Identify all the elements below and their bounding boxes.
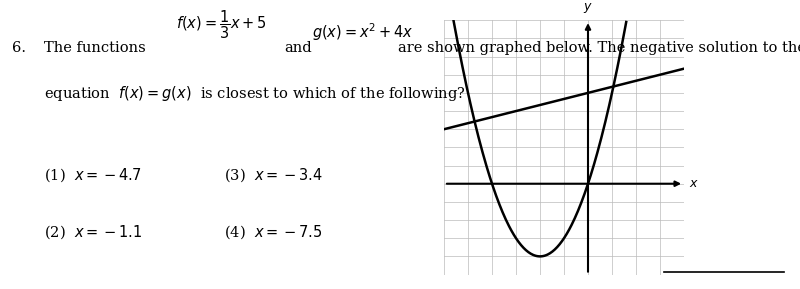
Text: (3)  $x=-3.4$: (3) $x=-3.4$ xyxy=(224,166,323,184)
Text: 6.: 6. xyxy=(12,41,26,55)
Text: $g(x)=x^{2}+4x$: $g(x)=x^{2}+4x$ xyxy=(312,21,414,42)
Text: (4)  $x=-7.5$: (4) $x=-7.5$ xyxy=(224,224,322,241)
Text: are shown graphed below. The negative solution to the: are shown graphed below. The negative so… xyxy=(398,41,800,55)
Text: and: and xyxy=(284,41,312,55)
Text: $y$: $y$ xyxy=(583,1,593,15)
Text: $x$: $x$ xyxy=(689,177,698,190)
Text: $f(x)=\dfrac{1}{3}x+5$: $f(x)=\dfrac{1}{3}x+5$ xyxy=(176,8,267,41)
Text: equation  $f(x)=g(x)$  is closest to which of the following?: equation $f(x)=g(x)$ is closest to which… xyxy=(44,84,466,103)
Text: The functions: The functions xyxy=(44,41,146,55)
Text: (1)  $x=-4.7$: (1) $x=-4.7$ xyxy=(44,166,142,184)
Text: (2)  $x=-1.1$: (2) $x=-1.1$ xyxy=(44,224,142,241)
